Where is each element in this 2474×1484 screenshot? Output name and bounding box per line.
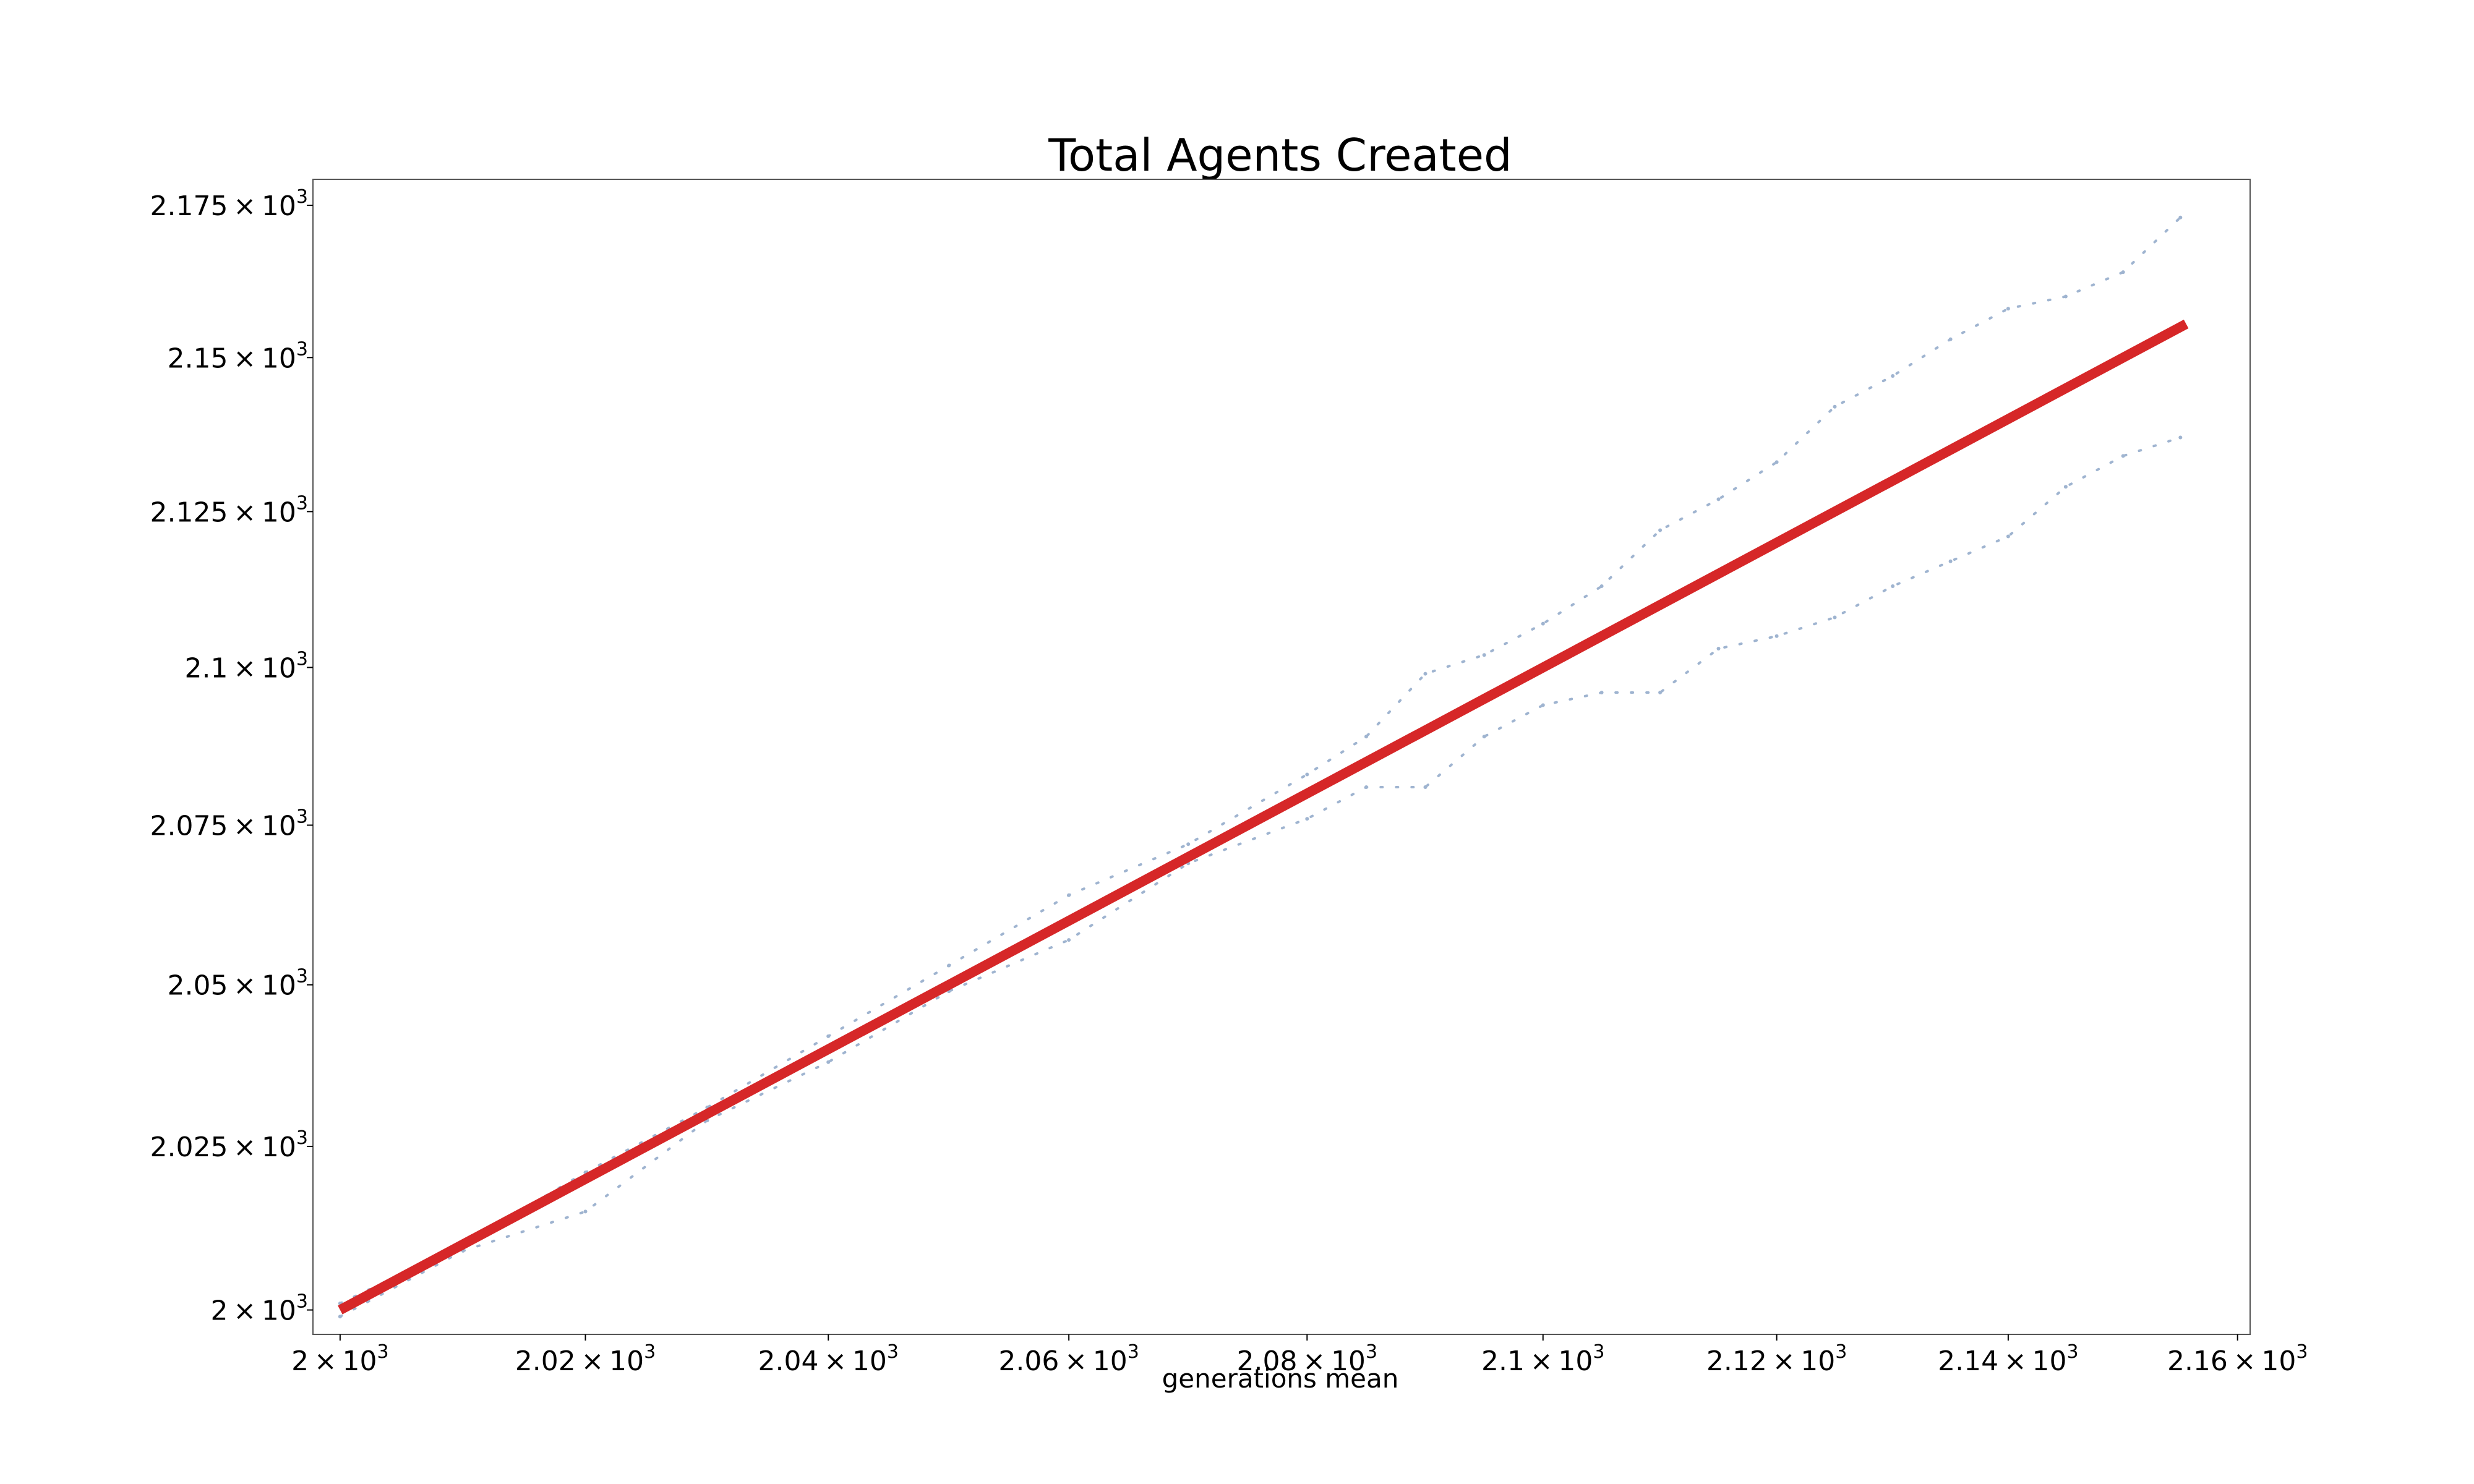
lower-band-point [2063,485,2068,489]
upper-band-point [2063,294,2068,299]
upper-band-point [1541,621,1545,626]
upper-band-point [1716,497,1721,501]
lower-band-point [583,1209,588,1214]
lower-band-point [826,1060,831,1064]
series-layer [338,319,2189,1315]
upper-band-point [1891,374,1895,378]
upper-band-point [1658,528,1663,532]
y-tick-label: 2 × 103 [210,1291,308,1327]
upper-band-point [1833,404,1837,409]
lower-band-point [1658,691,1663,694]
x-tick-label: 2.06 × 103 [998,1341,1139,1377]
lower-band-point [1482,735,1486,739]
upper-band-point [2178,215,2183,220]
lower-band-line [338,436,2182,1318]
confidence-bands [338,215,2183,1319]
x-tick-label: 2 × 103 [291,1341,389,1377]
y-tick-label: 2.1 × 103 [185,648,309,684]
upper-band-point [947,963,951,968]
y-axis: 2 × 103 2.025 × 103 2.05 × 103 2.075 × 103 2… [150,186,313,1327]
x-tick-label: 2.14 × 103 [1938,1341,2079,1377]
lower-band-point [1364,785,1368,789]
upper-band-point [1186,842,1191,846]
lower-band-point [1833,615,1837,620]
x-tick-label: 2.12 × 103 [1706,1341,1847,1377]
upper-band-point [1599,584,1604,588]
y-tick-label: 2.025 × 103 [150,1127,309,1163]
upper-band-point [1305,772,1309,777]
x-tick-label: 2.04 × 103 [758,1341,899,1377]
upper-band-line [338,216,2182,1305]
chart-title: Total Agents Created [1048,129,1512,181]
upper-band-point [1774,460,1779,464]
upper-band-point [1482,653,1486,657]
y-tick-label: 2.125 × 103 [150,492,309,528]
y-tick-label: 2.175 × 103 [150,186,309,222]
x-axis-label: generations mean [1162,1363,1399,1394]
lower-band-point [1774,634,1779,638]
x-axis: 2 × 103 2.02 × 103 2.04 × 103 2.06 × 103 2.0… [291,1334,2308,1377]
upper-band-point [1423,672,1427,676]
x-tick-label: 2.08 × 103 [1237,1341,1378,1377]
x-tick-label: 2.16 × 103 [2167,1341,2308,1377]
upper-band-point [1948,337,1953,341]
lower-band-point [1948,559,1953,563]
y-tick-label: 2.05 × 103 [168,966,309,1002]
y-tick-label: 2.15 × 103 [168,338,309,374]
y-tick-label: 2.075 × 103 [150,806,309,842]
lower-band-point [1716,647,1721,650]
fit-line [338,319,2189,1315]
lower-band-point [2121,454,2125,458]
upper-band-point [2121,270,2125,275]
lower-band-point [1067,938,1071,942]
x-tick-label: 2.1 × 103 [1481,1341,1605,1377]
upper-band-point [1364,735,1368,739]
lower-band-point [1423,785,1427,789]
x-tick-label: 2.02 × 103 [515,1341,656,1377]
upper-band-point [2006,307,2010,311]
upper-band-point [1067,893,1071,897]
lower-band-point [1891,584,1895,588]
lower-band-point [1305,817,1309,821]
lower-band-point [2178,435,2183,440]
plot-area-frame [312,179,2251,1335]
upper-band-point [826,1034,831,1038]
lower-band-point [2006,534,2010,539]
lower-band-point [1541,703,1545,707]
lower-band-point [1599,691,1604,694]
lower-band-point [338,1315,342,1319]
